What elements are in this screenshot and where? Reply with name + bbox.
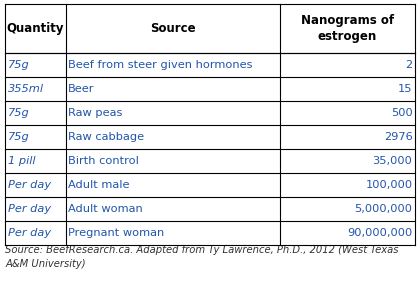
Text: Beer: Beer [68, 84, 95, 94]
Text: 35,000: 35,000 [373, 156, 412, 166]
Text: Adult male: Adult male [68, 180, 130, 190]
Text: Quantity: Quantity [7, 22, 64, 35]
Bar [5, 53, 415, 77]
Text: Pregnant woman: Pregnant woman [68, 228, 165, 238]
Text: 75g: 75g [8, 132, 29, 142]
Bar [5, 197, 415, 221]
Bar [5, 4, 415, 53]
Text: 355ml: 355ml [8, 84, 44, 94]
Bar [5, 149, 415, 173]
Text: Nanograms of
estrogen: Nanograms of estrogen [301, 14, 394, 43]
Text: 75g: 75g [8, 108, 29, 118]
Bar [5, 101, 415, 125]
Text: 2976: 2976 [384, 132, 412, 142]
Text: Birth control: Birth control [68, 156, 139, 166]
Text: 75g: 75g [8, 60, 29, 69]
Text: 500: 500 [391, 108, 412, 118]
Bar [5, 173, 415, 197]
Text: 5,000,000: 5,000,000 [354, 204, 412, 214]
Text: Source: Source [150, 22, 196, 35]
Text: 90,000,000: 90,000,000 [347, 228, 412, 238]
Text: Raw cabbage: Raw cabbage [68, 132, 144, 142]
Text: Per day: Per day [8, 204, 51, 214]
Text: 15: 15 [398, 84, 412, 94]
Text: Per day: Per day [8, 228, 51, 238]
Text: 1 pill: 1 pill [8, 156, 35, 166]
Text: 2: 2 [405, 60, 412, 69]
Text: 100,000: 100,000 [365, 180, 412, 190]
Text: Adult woman: Adult woman [68, 204, 143, 214]
Bar [5, 221, 415, 245]
Text: Source: BeefResearch.ca. Adapted from Ty Lawrence, Ph.D., 2012 (West Texas
A&M U: Source: BeefResearch.ca. Adapted from Ty… [5, 245, 399, 269]
Text: Beef from steer given hormones: Beef from steer given hormones [68, 60, 253, 69]
Bar [5, 77, 415, 101]
Bar [5, 125, 415, 149]
Text: Per day: Per day [8, 180, 51, 190]
Text: Raw peas: Raw peas [68, 108, 123, 118]
